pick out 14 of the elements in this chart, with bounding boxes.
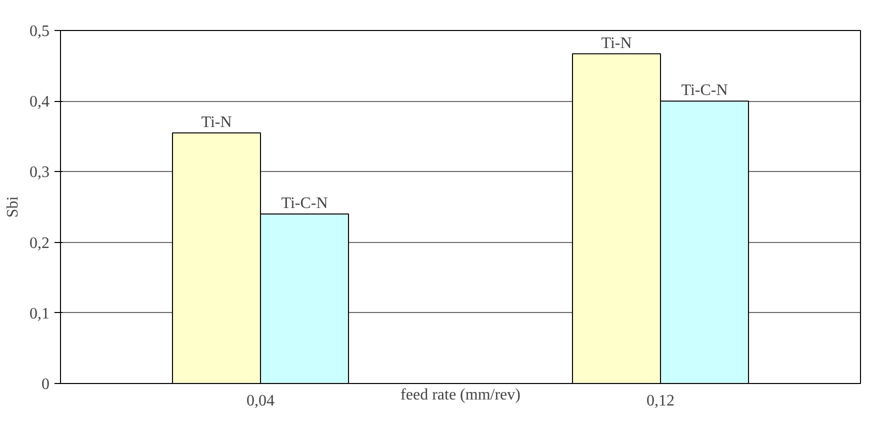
y-tick-label: 0: [42, 376, 50, 393]
x-tick-label: 0,04: [246, 392, 274, 410]
x-tick-label: 0,12: [646, 392, 674, 410]
y-tick-label: 0,2: [30, 234, 50, 252]
series-label: Ti-N: [201, 114, 232, 131]
y-axis-title: Sbi: [4, 196, 22, 218]
series-label: Ti-C-N: [281, 195, 328, 212]
y-tick-label: 0,3: [30, 164, 50, 182]
y-tick-label: 0,4: [30, 94, 50, 111]
y-tick-label: 0,5: [30, 23, 50, 40]
text: Ti-N: [601, 34, 632, 52]
y-tick-label: 0,1: [30, 305, 50, 322]
text: Ti-C-N: [681, 82, 728, 100]
x-axis-title: feed rate (mm/rev): [400, 386, 520, 404]
